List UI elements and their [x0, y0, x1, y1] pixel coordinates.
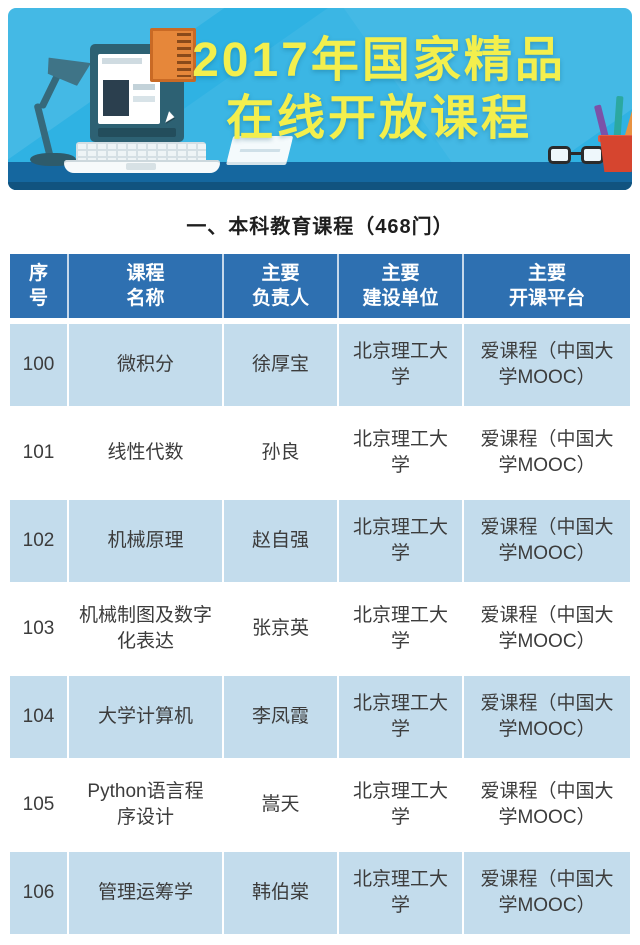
cell-no: 103: [22, 618, 55, 639]
table-row: 101 线性代数 孙良 北京理工大 学 爱课程（中国大 学MOOC）: [10, 412, 630, 494]
cell-platform: 爱课程（中国大 学MOOC）: [462, 588, 630, 670]
cell-course: Python语言程 序设计: [67, 764, 222, 846]
table-row: 103 机械制图及数字 化表达 张京英 北京理工大 学 爱课程（中国大 学MOO…: [10, 588, 630, 670]
cell-course: 机械原理: [67, 500, 222, 582]
cell-institution: 北京理工大 学: [337, 500, 462, 582]
orange-panel-icon: [150, 28, 196, 82]
table-row: 100 微积分 徐厚宝 北京理工大 学 爱课程（中国大 学MOOC）: [10, 324, 630, 406]
cell-institution: 北京理工大 学: [337, 324, 462, 406]
table-row: 106 管理运筹学 韩伯棠 北京理工大 学 爱课程（中国大 学MOOC）: [10, 852, 630, 934]
page: { "banner": { "title_line1": "2017年国家精品"…: [0, 8, 640, 945]
cell-institution: 北京理工大 学: [337, 676, 462, 758]
header-cell-no: 序 号: [28, 263, 48, 309]
cell-institution: 北京理工大 学: [337, 588, 462, 670]
cell-platform: 爱课程（中国大 学MOOC）: [462, 324, 630, 406]
laptop-icon: [64, 28, 244, 176]
banner-title-line1: 2017年国家精品: [192, 34, 566, 87]
cell-institution: 北京理工大 学: [337, 412, 462, 494]
laptop-screen: [90, 28, 196, 142]
cell-course: 大学计算机: [67, 676, 222, 758]
cell-institution: 北京理工大 学: [337, 764, 462, 846]
header-cell-course: 课程 名称: [67, 254, 222, 318]
desk-shadow: [8, 182, 632, 190]
cell-no: 101: [22, 442, 55, 463]
banner: 2017年国家精品 在线开放课程: [8, 8, 632, 190]
cell-leader: 李凤霞: [222, 676, 337, 758]
cell-leader: 韩伯棠: [222, 852, 337, 934]
header-cell-institution: 主要 建设单位: [337, 254, 462, 318]
courses-table: 序 号 课程 名称 主要 负责人 主要 建设单位 主要 开课平台 100 微积分…: [10, 254, 630, 934]
table-row: 105 Python语言程 序设计 嵩天 北京理工大 学 爱课程（中国大 学MO…: [10, 764, 630, 846]
cell-no: 102: [22, 530, 55, 551]
cell-no: 105: [22, 794, 55, 815]
table-header-row: 序 号 课程 名称 主要 负责人 主要 建设单位 主要 开课平台: [10, 254, 630, 318]
banner-title: 2017年国家精品 在线开放课程: [140, 32, 618, 148]
cell-no: 106: [22, 882, 55, 903]
banner-title-line2: 在线开放课程: [225, 92, 532, 145]
laptop-keyboard: [76, 142, 206, 160]
cell-no: 104: [22, 706, 55, 727]
cell-course: 微积分: [67, 324, 222, 406]
header-cell-leader: 主要 负责人: [222, 254, 337, 318]
cell-leader: 赵自强: [222, 500, 337, 582]
cell-leader: 孙良: [222, 412, 337, 494]
cell-no: 100: [22, 354, 55, 375]
cell-leader: 嵩天: [222, 764, 337, 846]
cell-platform: 爱课程（中国大 学MOOC）: [462, 500, 630, 582]
cell-platform: 爱课程（中国大 学MOOC）: [462, 676, 630, 758]
laptop-window: [98, 54, 160, 124]
cell-leader: 张京英: [222, 588, 337, 670]
table-row: 102 机械原理 赵自强 北京理工大 学 爱课程（中国大 学MOOC）: [10, 500, 630, 582]
cell-platform: 爱课程（中国大 学MOOC）: [462, 852, 630, 934]
cell-course: 管理运筹学: [67, 852, 222, 934]
cell-leader: 徐厚宝: [222, 324, 337, 406]
cell-course: 机械制图及数字 化表达: [67, 588, 222, 670]
table-row: 104 大学计算机 李凤霞 北京理工大 学 爱课程（中国大 学MOOC）: [10, 676, 630, 758]
pencil-cup-icon: [593, 92, 632, 172]
header-cell-platform: 主要 开课平台: [462, 254, 630, 318]
cell-platform: 爱课程（中国大 学MOOC）: [462, 412, 630, 494]
cell-institution: 北京理工大 学: [337, 852, 462, 934]
cell-platform: 爱课程（中国大 学MOOC）: [462, 764, 630, 846]
section-title: 一、本科教育课程（468门）: [186, 216, 454, 238]
cell-course: 线性代数: [67, 412, 222, 494]
